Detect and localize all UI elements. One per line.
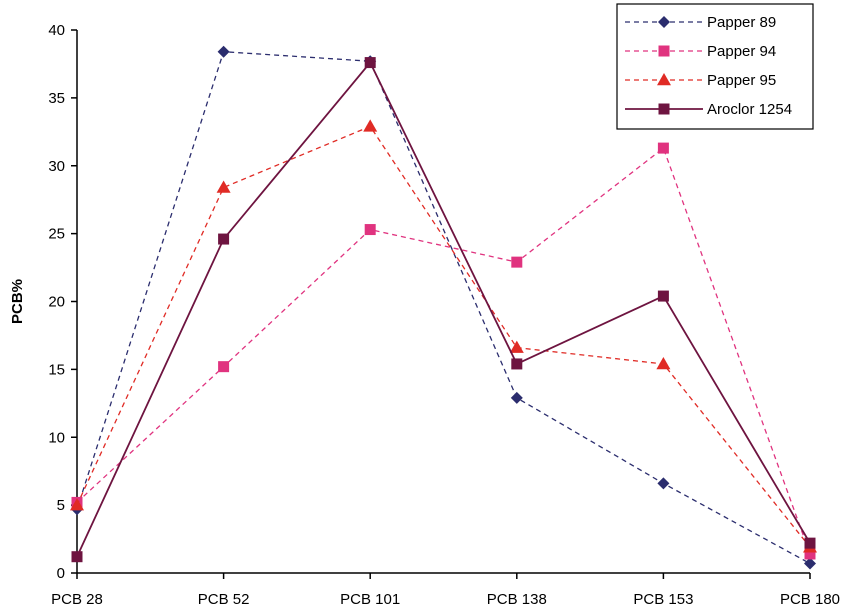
y-tick-label: 0 <box>57 565 65 582</box>
data-point <box>657 142 669 154</box>
data-point <box>804 537 816 549</box>
data-point <box>804 557 816 570</box>
series-line <box>76 125 811 548</box>
legend-label: Aroclor 1254 <box>707 101 792 118</box>
series-line <box>76 147 811 555</box>
data-point <box>510 391 523 404</box>
data-point <box>364 224 376 236</box>
data-point <box>217 45 230 58</box>
y-tick-label: 15 <box>48 361 65 378</box>
x-tick-label: PCB 180 <box>780 591 840 608</box>
series-layer <box>70 45 817 570</box>
series-3 <box>71 57 816 563</box>
data-point <box>364 57 376 69</box>
legend-marker <box>657 73 671 86</box>
data-point <box>70 498 84 511</box>
y-tick-label: 35 <box>48 90 65 107</box>
y-tick-label: 5 <box>57 497 65 514</box>
data-point <box>216 180 231 193</box>
x-tick-label: PCB 101 <box>340 591 400 608</box>
data-point <box>804 548 816 560</box>
series-2 <box>70 119 817 553</box>
legend-marker <box>658 16 670 28</box>
series-line <box>76 60 811 558</box>
x-tick-label: PCB 28 <box>51 591 103 608</box>
data-point <box>511 256 523 268</box>
series-line <box>76 51 811 565</box>
data-point <box>509 340 524 353</box>
x-tick-label: PCB 52 <box>198 591 250 608</box>
x-tick-label: PCB 138 <box>487 591 547 608</box>
legend-label: Papper 89 <box>707 14 776 31</box>
y-tick-label: 20 <box>48 294 65 311</box>
legend-label: Papper 94 <box>707 43 776 60</box>
legend-label: Papper 95 <box>707 72 776 89</box>
data-point <box>656 356 671 370</box>
data-point <box>657 477 670 490</box>
legend-marker <box>658 45 670 57</box>
data-point <box>71 551 83 563</box>
y-tick-label: 25 <box>48 226 65 243</box>
legend-marker <box>658 103 670 115</box>
axes-layer: 0 5 10 15 20 25 30 35 40 PCB 28 PCB 52 PCB 101 PCB 1… <box>9 22 840 608</box>
data-point <box>657 290 669 302</box>
series-1 <box>71 142 816 560</box>
y-tick-label: 30 <box>48 158 65 175</box>
data-point <box>218 233 230 245</box>
data-point <box>218 361 230 373</box>
y-tick-label: 10 <box>48 429 65 446</box>
y-axis-title: PCB% <box>9 279 26 324</box>
legend: Papper 89 Papper 94 Papper 95 Aroclor 1254 <box>616 3 814 130</box>
x-tick-label: PCB 153 <box>633 591 693 608</box>
data-point <box>363 119 378 132</box>
y-tick-label: 40 <box>48 22 65 39</box>
data-point <box>511 358 523 370</box>
